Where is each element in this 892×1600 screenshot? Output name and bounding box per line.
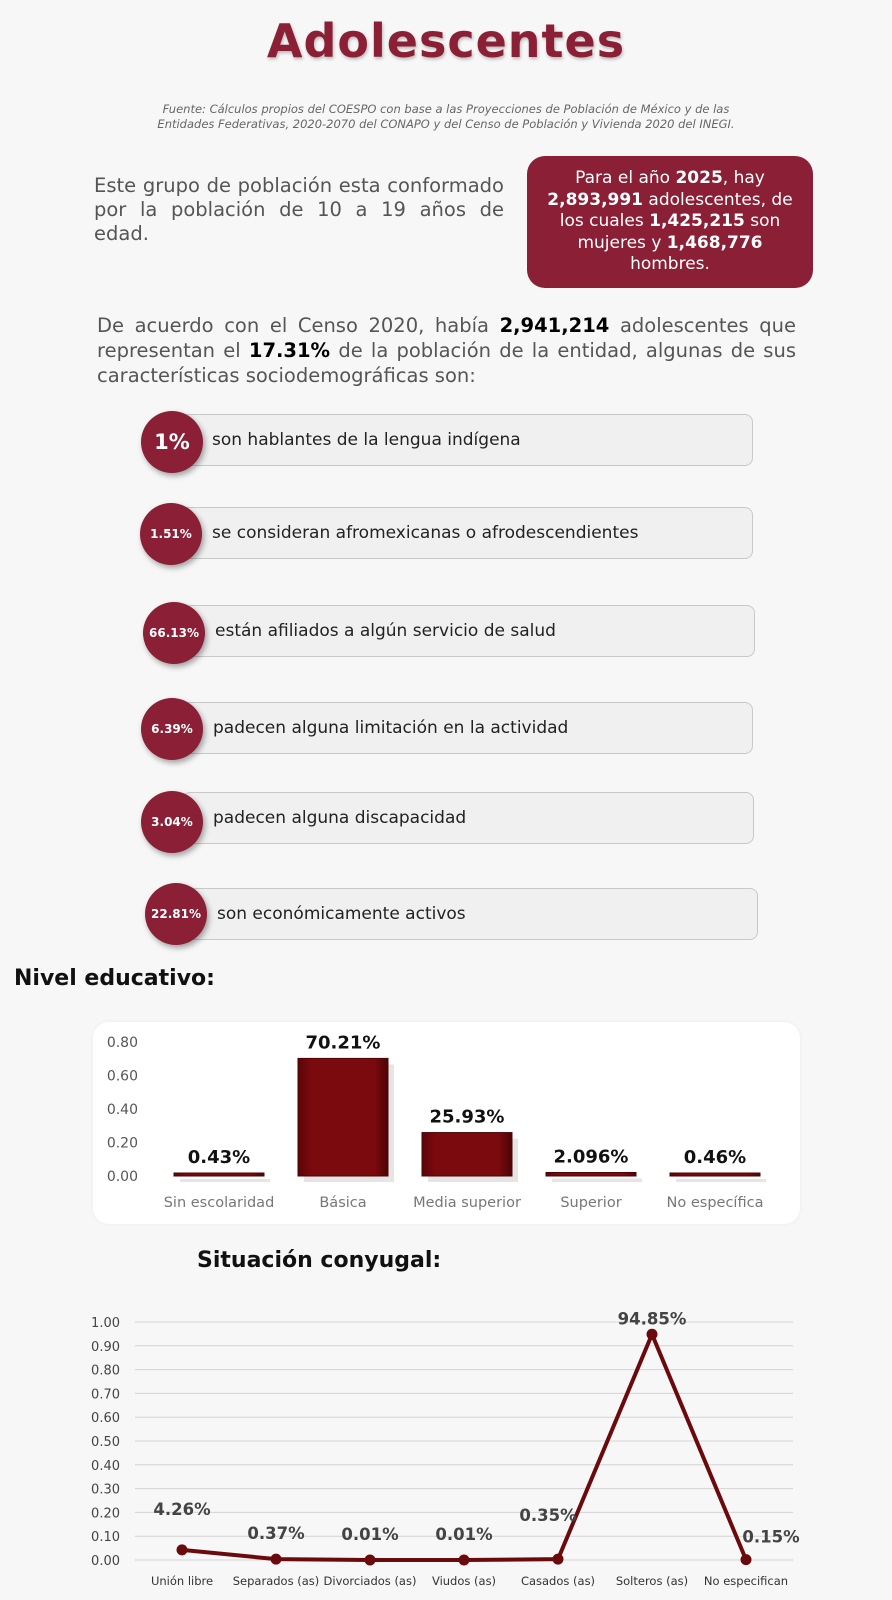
source-line-2: Entidades Federativas, 2020-2070 del CON… (157, 117, 735, 131)
stat-pill-health: están afiliados a algún servicio de salu… (184, 605, 755, 657)
stat-badge: 66.13% (143, 602, 205, 664)
point-data-label: 0.15% (742, 1528, 800, 1547)
bar-data-label: 70.21% (306, 1032, 381, 1053)
point-data-label: 0.01% (435, 1525, 493, 1544)
projection-text-5: hombres. (630, 254, 710, 274)
stat-label: se consideran afromexicanas o afrodescen… (212, 523, 639, 543)
data-point (458, 1554, 470, 1566)
projection-text-3: adolescentes, de los cuales (559, 189, 793, 232)
stat-pill-disability: padecen alguna discapacidad (182, 792, 754, 844)
stat-pill-indigenous: son hablantes de la lengua indígena (181, 414, 753, 466)
y-tick-label: 0.80 (91, 1364, 120, 1379)
census-text-1: De acuerdo con el Censo 2020, había (97, 314, 500, 337)
projection-men: 1,468,776 (666, 232, 763, 253)
education-title: Nivel educativo: (14, 966, 215, 991)
projection-text-2: , hay (722, 168, 765, 188)
x-tick-label: Media superior (413, 1195, 521, 1211)
bar (297, 1057, 389, 1177)
x-tick-label: No especifican (704, 1574, 788, 1588)
y-tick-label: 0.40 (91, 1459, 120, 1474)
projection-text-4: son mujeres y (577, 211, 781, 253)
y-tick-label: 1.00 (91, 1316, 120, 1331)
source-note: Fuente: Cálculos propios del COESPO con … (120, 102, 772, 132)
data-point (364, 1554, 376, 1566)
census-text-2: adolescentes que representan el (97, 314, 796, 362)
data-point (270, 1553, 282, 1565)
bar-shadow (676, 1179, 766, 1182)
data-point (176, 1544, 188, 1556)
stat-badge: 6.39% (141, 698, 203, 760)
x-tick-label: Unión libre (151, 1574, 213, 1588)
census-total: 2,941,214 (499, 314, 610, 337)
stat-label: padecen alguna discapacidad (213, 808, 467, 828)
x-tick-label: Sin escolaridad (164, 1195, 275, 1211)
projection-total: 2,893,991 (547, 189, 644, 210)
census-text-3: de la población de la entidad, algunas d… (97, 339, 796, 387)
stat-badge: 22.81% (145, 883, 207, 945)
bar-shadow (552, 1178, 642, 1182)
source-line-1: Fuente: Cálculos propios del COESPO con … (162, 102, 730, 116)
point-data-label: 4.26% (153, 1500, 211, 1519)
projection-box: Para el año 2025, hay 2,893,991 adolesce… (527, 156, 813, 288)
data-point (646, 1328, 658, 1340)
bar-shadow (180, 1179, 270, 1182)
x-tick-label: No específica (667, 1195, 764, 1211)
projection-year: 2025 (675, 168, 723, 188)
bar-data-label: 2.096% (554, 1146, 629, 1167)
stat-badge: 1% (141, 411, 203, 473)
y-tick-label: 0.00 (107, 1169, 138, 1185)
bar-data-label: 25.93% (430, 1107, 505, 1128)
y-tick-label: 0.60 (107, 1069, 138, 1085)
y-tick-label: 0.20 (107, 1136, 138, 1152)
civil-status-title: Situación conyugal: (197, 1248, 442, 1273)
y-tick-label: 0.40 (107, 1102, 138, 1118)
stat-label: están afiliados a algún servicio de salu… (215, 621, 556, 641)
data-point (740, 1554, 752, 1566)
point-data-label: 94.85% (618, 1309, 687, 1328)
x-tick-label: Superior (560, 1195, 621, 1211)
x-tick-label: Divorciados (as) (324, 1574, 417, 1588)
census-pct: 17.31% (248, 339, 331, 362)
y-tick-label: 0.20 (91, 1506, 120, 1521)
stat-label: padecen alguna limitación en la activida… (213, 718, 569, 738)
bar-data-label: 0.43% (188, 1147, 250, 1168)
bar (669, 1172, 761, 1177)
projection-text-1: Para el año (575, 168, 676, 188)
stat-label: son económicamente activos (217, 904, 466, 924)
bar (421, 1132, 513, 1177)
point-data-label: 0.01% (341, 1525, 399, 1544)
x-tick-label: Casados (as) (521, 1574, 595, 1588)
point-data-label: 0.37% (247, 1524, 305, 1543)
projection-women: 1,425,215 (649, 211, 745, 231)
y-tick-label: 0.30 (91, 1483, 120, 1498)
x-tick-label: Básica (319, 1195, 366, 1211)
y-tick-label: 0.90 (91, 1340, 120, 1355)
y-tick-label: 0.50 (91, 1435, 120, 1450)
education-chart-card (93, 1022, 800, 1224)
x-tick-label: Viudos (as) (432, 1574, 496, 1588)
stat-badge: 3.04% (141, 791, 203, 853)
y-tick-label: 0.70 (91, 1387, 120, 1402)
y-tick-label: 0.60 (91, 1411, 120, 1426)
bar (545, 1171, 637, 1177)
stat-label: son hablantes de la lengua indígena (212, 430, 521, 450)
y-tick-label: 0.10 (91, 1530, 120, 1545)
stat-pill-limitation: padecen alguna limitación en la activida… (182, 702, 753, 754)
y-tick-label: 0.80 (107, 1035, 138, 1051)
bar (173, 1172, 265, 1177)
x-tick-label: Separados (as) (233, 1574, 320, 1588)
x-tick-label: Solteros (as) (616, 1574, 688, 1588)
census-text: De acuerdo con el Censo 2020, había 2,94… (97, 313, 796, 388)
bar-data-label: 0.46% (684, 1147, 746, 1168)
data-point (552, 1553, 564, 1565)
point-data-label: 0.35% (519, 1506, 577, 1525)
page-title: Adolescentes (266, 14, 626, 68)
stat-badge: 1.51% (140, 503, 202, 565)
intro-text: Este grupo de población esta conformado … (94, 174, 504, 245)
stat-pill-afro: se consideran afromexicanas o afrodescen… (181, 507, 753, 559)
y-tick-label: 0.00 (91, 1554, 120, 1569)
